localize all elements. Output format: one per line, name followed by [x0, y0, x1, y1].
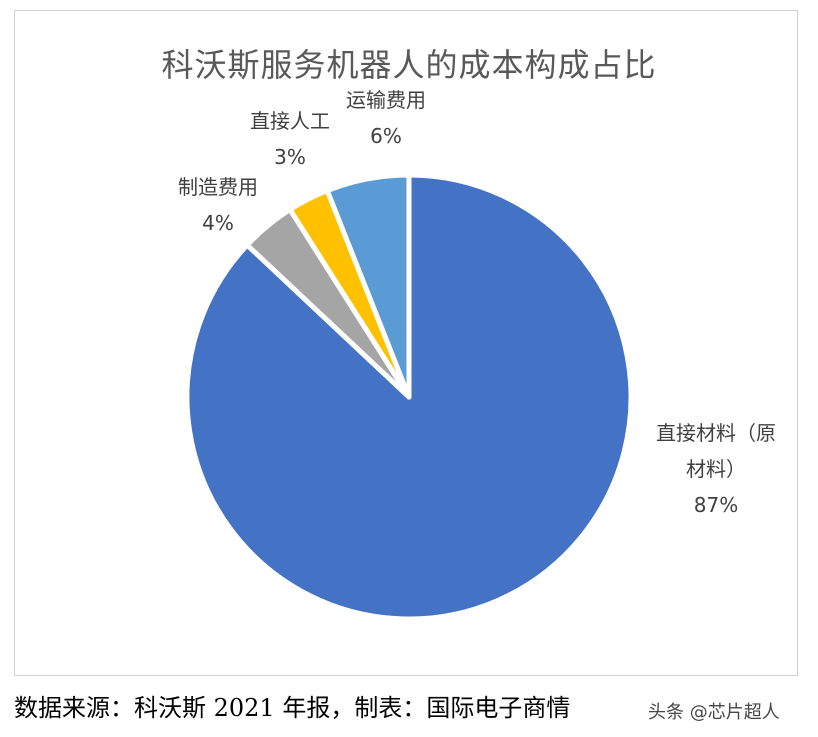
chart-title: 科沃斯服务机器人的成本构成占比 [161, 46, 657, 84]
slice-value-direct-labor: 3% [274, 145, 306, 169]
slice-value-direct-materials: 87% [694, 493, 738, 517]
slice-value-transport-cost: 6% [370, 124, 402, 148]
watermark: 头条 @芯片超人 [648, 702, 780, 723]
slice-label-direct-materials: 直接材料（原 [656, 421, 776, 445]
slice-label-direct-materials: 材料） [686, 457, 746, 481]
slice-value-manufacturing-cost: 4% [202, 211, 234, 235]
source-note: 数据来源：科沃斯 2021 年报，制表：国际电子商情 [14, 694, 571, 722]
slice-label-transport-cost: 运输费用 [346, 88, 426, 112]
slice-label-direct-labor: 直接人工 [250, 109, 330, 133]
pie-slice-transport-cost [324, 172, 412, 400]
slice-label-manufacturing-cost: 制造费用 [178, 175, 258, 199]
